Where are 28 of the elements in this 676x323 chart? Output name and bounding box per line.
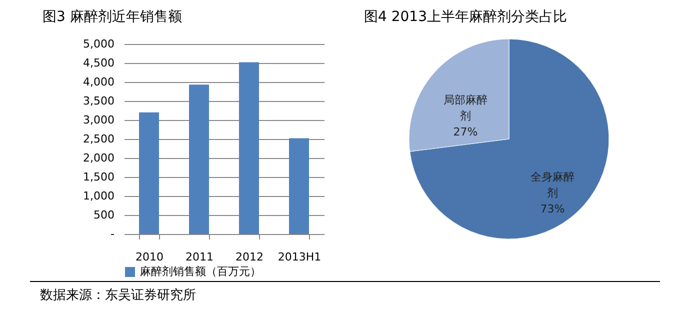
y-tick-label: 500 [94,208,114,222]
bar [239,62,259,234]
chart-title: 图3 麻醉剂近年销售额 [42,9,182,25]
slice-label: 局部麻醉剂 [443,94,488,123]
bar [289,138,309,234]
x-tick-label: 2012 [236,250,264,264]
x-tick-label: 2013H1 [278,250,322,264]
legend-label: 麻醉剂销售额（百万元） [140,265,261,278]
y-tick-label: 5,000 [83,38,114,50]
y-tick-label: 4,500 [83,56,114,70]
chart-title: 图4 2013上半年麻醉剂分类占比 [364,9,567,25]
y-tick-label: 4,000 [83,76,114,88]
x-tick-label: 2011 [186,250,214,264]
y-tick-label: 3,500 [83,94,114,108]
y-tick-label: 3,000 [83,114,114,126]
data-label: 27% [453,126,478,139]
y-tick-label: 1,500 [83,170,114,184]
y-tick-label: 1,000 [83,190,114,202]
source-note: 数据来源：东吴证券研究所 [30,281,660,304]
y-tick-label: - [110,228,115,240]
y-tick-label: 2,500 [83,132,114,146]
y-tick-label: 2,000 [83,152,114,164]
data-label: 73% [540,202,565,216]
pie-slice [410,38,610,240]
slice-label: 全身麻醉剂 [530,170,575,200]
bar [139,112,159,234]
x-tick-label: 2010 [136,250,164,264]
bar [189,84,209,234]
